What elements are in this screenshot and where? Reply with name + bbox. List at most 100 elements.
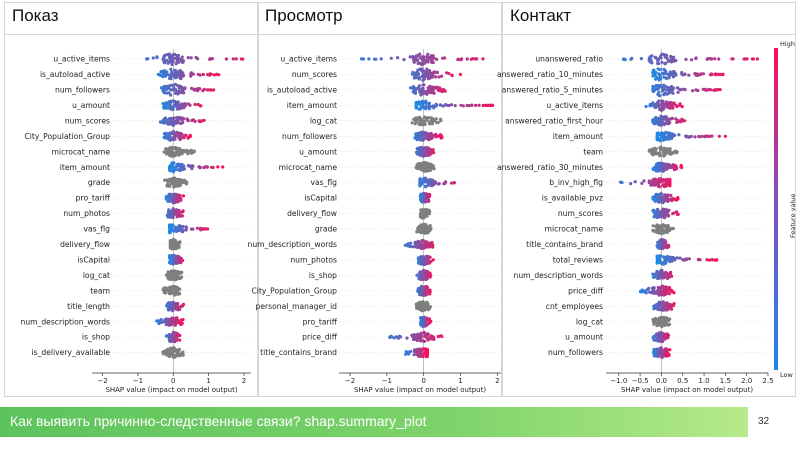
shap-point [701,72,706,76]
shap-point [212,73,216,77]
shap-point [657,99,661,103]
shap-point [662,182,666,186]
shap-point [389,56,393,60]
shap-point [423,152,427,156]
shap-point [172,119,176,123]
shap-point [659,336,664,340]
shap-point [418,89,422,93]
shap-point [174,62,178,66]
shap-point [172,331,176,335]
shap-point [177,245,181,249]
shap-point [657,62,661,66]
shap-point [426,69,431,73]
shap-point [689,134,693,138]
shap-point [668,74,672,78]
shap-point [666,323,670,327]
shap-point [424,292,428,296]
shap-point [180,102,184,106]
shap-point [629,182,633,186]
shap-point [715,258,719,262]
shap-point [425,275,429,279]
shap-point [425,193,429,197]
shap-point [186,56,190,60]
shap-point [417,146,421,150]
feature-label: microcat_name [279,163,338,172]
shap-point [432,91,436,95]
shap-point [670,198,674,203]
shap-point [423,149,427,153]
shap-point [680,165,684,169]
shap-point [657,348,661,352]
shap-point [167,212,171,216]
shap-point [180,55,184,59]
shap-point [669,54,673,59]
feature-label: title_length [67,302,110,311]
feature-label: cnt_employees [546,302,603,311]
shap-point [172,238,176,242]
shap-point [435,57,439,62]
shap-panel-2: u_active_items num_scores is_autoload_acti… [248,49,501,394]
shap-point [181,353,185,357]
shap-point [421,238,425,243]
shap-point [650,54,654,58]
shap-point [175,255,179,259]
shap-point [456,57,460,61]
shap-point [186,119,190,123]
shap-point [171,60,175,64]
shap-point [647,180,651,185]
feature-label: isCapital [77,255,110,264]
shap-point [649,291,653,295]
feature-label: vas_flg [310,178,337,187]
shap-point [721,72,725,76]
shap-point [239,57,243,61]
shap-point [439,134,443,138]
shap-point [427,208,431,212]
shap-point [164,197,168,201]
shap-point [167,178,171,182]
shap-point [175,117,179,122]
shap-point [171,355,175,359]
shap-point [169,192,173,196]
shap-point [433,180,437,184]
shap-point [417,166,421,170]
shap-point [173,177,177,181]
shap-point [440,74,444,78]
shap-point [206,73,210,77]
shap-point [186,152,190,156]
shap-point [189,227,194,231]
shap-point [693,135,697,139]
shap-point [181,194,186,198]
shap-point [422,115,426,120]
shap-point [176,162,180,166]
shap-point [441,104,445,108]
shap-point [424,59,428,63]
shap-point [191,164,195,168]
shap-point [168,122,172,126]
shap-point [186,136,190,140]
shap-point [659,240,664,244]
shap-point [162,85,166,89]
shap-point [426,116,431,120]
shap-point [652,307,656,311]
shap-point [681,73,685,77]
shap-point [172,192,176,196]
feature-label: City_Population_Group [25,132,111,141]
shap-point [436,85,440,89]
shap-point [167,322,171,326]
shap-point [678,87,682,91]
shap-point [428,245,432,249]
x-tick-label: −1.0 [610,377,627,385]
shap-point [659,199,663,204]
feature-label: microcat_name [52,147,111,156]
shap-point [171,245,175,249]
shap-point [437,75,441,79]
shap-point [423,91,427,95]
shap-point [672,291,676,295]
shap-point [485,103,489,107]
shap-point [167,184,171,188]
shap-point [162,88,167,92]
shap-point [163,291,167,295]
shap-point [427,105,431,109]
shap-point [419,192,423,196]
feature-label: num_scores [292,70,337,79]
